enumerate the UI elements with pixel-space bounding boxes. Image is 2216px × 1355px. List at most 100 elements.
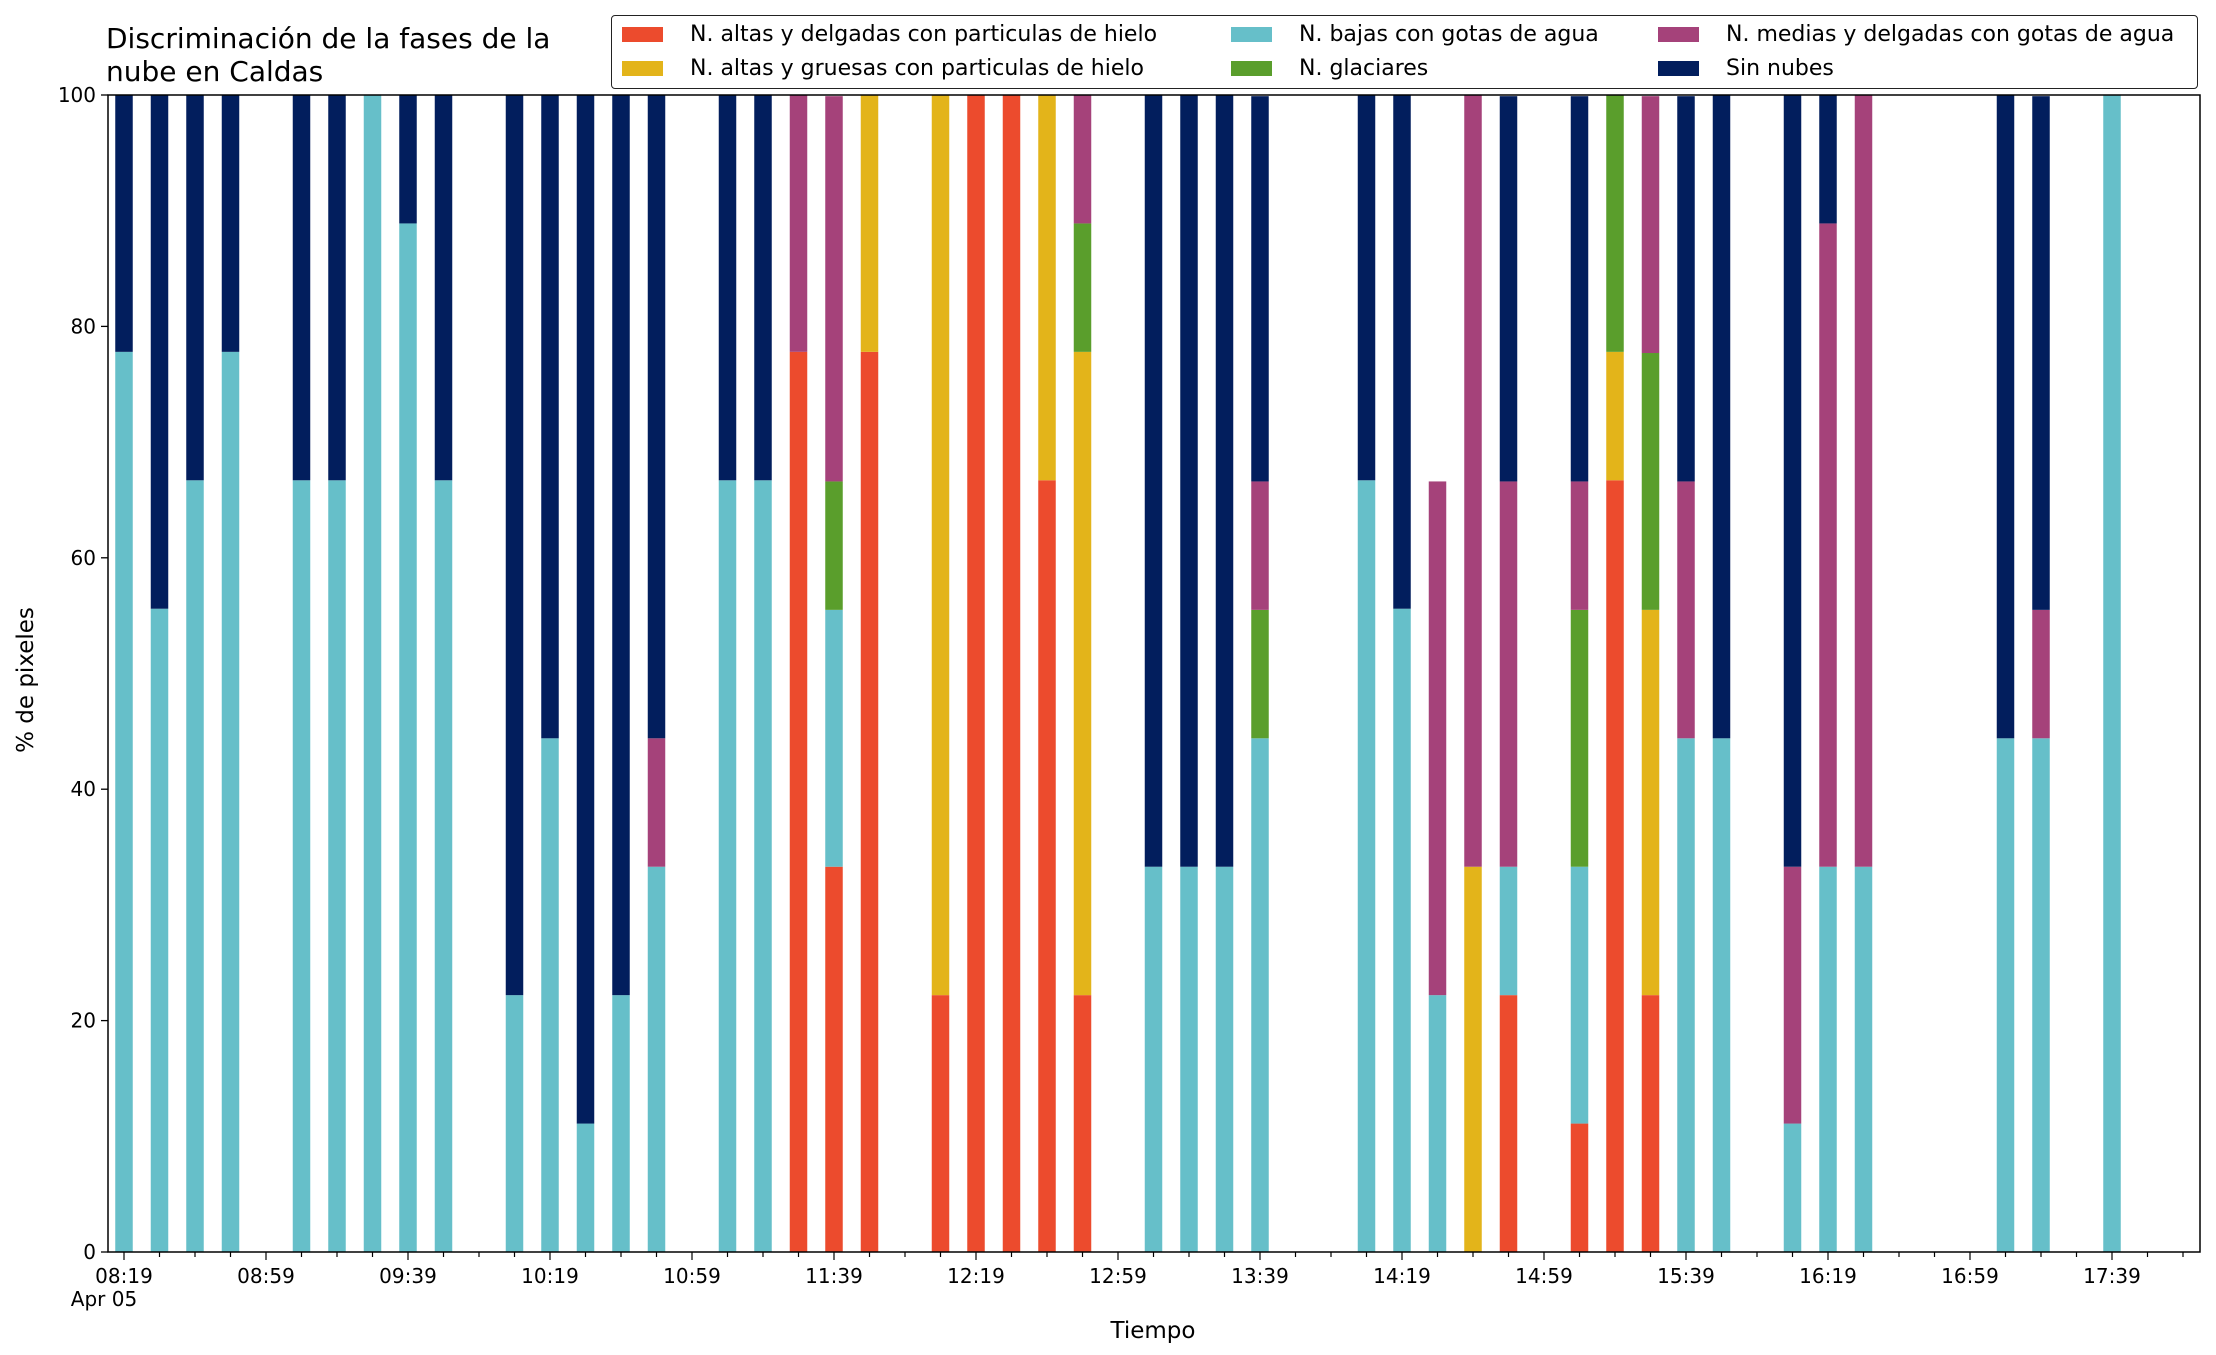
legend-swatch-series-3 <box>1231 61 1272 76</box>
bar-1439-series-4 <box>1464 95 1482 867</box>
bar-1739-series-2 <box>2103 95 2121 1252</box>
bar-1509-series-0 <box>1570 1123 1589 1252</box>
bar-1419-series-5 <box>1393 95 1411 609</box>
bar-1129-series-4 <box>789 95 808 352</box>
x-tick-label-5: 11:39 <box>805 1264 863 1288</box>
bar-0949-series-5 <box>434 95 453 481</box>
x-tick-label-12: 16:19 <box>1799 1264 1857 1288</box>
bar-1419-series-2 <box>1393 608 1411 1252</box>
bar-1429-series-4 <box>1428 481 1447 996</box>
bar-0939-series-5 <box>399 95 417 224</box>
legend-label-series-3: N. glaciares <box>1299 56 1429 81</box>
bar-1509-series-2 <box>1570 866 1589 1124</box>
x-tick-label-9: 14:19 <box>1373 1264 1431 1288</box>
y-tick-label-20: 20 <box>71 1009 96 1033</box>
bar-0909-series-2 <box>292 480 311 1252</box>
x-tick-label-6: 12:19 <box>947 1264 1005 1288</box>
bar-1519-series-0 <box>1606 480 1624 1252</box>
bar-1249-series-0 <box>1073 995 1092 1252</box>
bar-1309-series-2 <box>1144 866 1163 1252</box>
y-tick-label-80: 80 <box>71 314 96 338</box>
bar-1149-series-0 <box>860 351 879 1252</box>
bar-1409-series-2 <box>1357 480 1376 1252</box>
bar-1609-series-2 <box>1783 1123 1802 1252</box>
legend-item-series-2: N. bajas con gotas de agua <box>1231 22 1599 47</box>
legend-swatch-series-0 <box>622 27 663 42</box>
y-tick-label-60: 60 <box>71 546 96 570</box>
bar-0939-series-2 <box>399 223 417 1252</box>
bar-1239-series-1 <box>1038 95 1056 481</box>
bar-1319-series-2 <box>1180 866 1198 1252</box>
bar-0829-series-5 <box>150 95 169 609</box>
bar-1309-series-5 <box>1144 95 1163 867</box>
bar-1039-series-5 <box>612 95 630 996</box>
bar-1009-series-5 <box>505 95 524 996</box>
legend-label-series-1: N. altas y gruesas con particulas de hie… <box>690 56 1144 81</box>
legend-item-series-3: N. glaciares <box>1231 56 1428 81</box>
legend-swatch-series-4 <box>1658 27 1699 42</box>
bar-1449-series-2 <box>1499 866 1518 996</box>
bar-1039-series-2 <box>612 995 630 1252</box>
chart-title: Discriminación de la fases de la nube en… <box>106 22 551 88</box>
bar-1119-series-2 <box>754 480 772 1252</box>
bar-1429-series-2 <box>1428 995 1447 1252</box>
bar-1329-series-5 <box>1215 95 1234 867</box>
bar-1019-series-5 <box>541 95 559 739</box>
bar-1209-series-0 <box>931 995 950 1252</box>
bar-1709-series-2 <box>1996 738 2015 1252</box>
y-tick-label-40: 40 <box>71 777 96 801</box>
bar-1629-series-4 <box>1854 95 1873 867</box>
x-tick-label-8: 13:39 <box>1231 1264 1289 1288</box>
legend-label-series-0: N. altas y delgadas con particulas de hi… <box>690 22 1158 47</box>
bar-1219-series-0 <box>967 95 985 1252</box>
bar-0949-series-2 <box>434 480 453 1252</box>
bar-1139-series-0 <box>825 866 843 1252</box>
x-tick-label-7: 12:59 <box>1089 1264 1147 1288</box>
bar-1629-series-2 <box>1854 866 1873 1252</box>
legend-swatch-series-2 <box>1231 27 1272 42</box>
bar-1509-series-4 <box>1570 481 1589 610</box>
bar-0919-series-5 <box>328 95 346 481</box>
bar-1549-series-2 <box>1712 738 1731 1252</box>
bar-1719-series-2 <box>2032 738 2050 1252</box>
bar-1139-series-2 <box>825 609 843 867</box>
bar-1139-series-4 <box>825 96 843 482</box>
legend-swatch-series-1 <box>622 61 663 76</box>
legend-label-series-2: N. bajas con gotas de agua <box>1299 22 1599 47</box>
bar-1009-series-2 <box>505 995 524 1252</box>
bar-1519-series-1 <box>1606 351 1624 481</box>
bar-1539-series-4 <box>1677 481 1695 739</box>
bar-0909-series-5 <box>292 95 311 481</box>
bar-1049-series-2 <box>647 866 666 1252</box>
bar-1229-series-0 <box>1002 95 1021 1252</box>
bar-0839-series-5 <box>186 95 204 481</box>
bar-1249-series-3 <box>1073 223 1092 352</box>
bar-1719-series-5 <box>2032 96 2050 610</box>
y-tick-label-0: 0 <box>83 1240 96 1264</box>
y-tick-label-100: 100 <box>58 83 96 107</box>
bar-1319-series-5 <box>1180 95 1198 867</box>
bar-1539-series-5 <box>1677 96 1695 482</box>
bar-1049-series-5 <box>647 95 666 739</box>
bar-1139-series-3 <box>825 481 843 610</box>
legend-label-series-4: N. medias y delgadas con gotas de agua <box>1726 22 2175 47</box>
bar-1609-series-4 <box>1783 866 1802 1124</box>
chart-legend: N. altas y delgadas con particulas de hi… <box>611 15 2198 89</box>
x-tick-label-1: 08:59 <box>237 1264 295 1288</box>
legend-swatch-series-5 <box>1658 61 1699 76</box>
bar-1619-series-5 <box>1819 95 1837 224</box>
legend-item-series-1: N. altas y gruesas con particulas de hie… <box>622 56 1144 81</box>
bar-1119-series-5 <box>754 95 772 481</box>
bar-1529-series-1 <box>1641 609 1660 996</box>
bar-1529-series-3 <box>1641 353 1660 610</box>
x-tick-label-3: 10:19 <box>521 1264 579 1288</box>
bar-1539-series-2 <box>1677 738 1695 1252</box>
bar-1449-series-0 <box>1499 995 1518 1252</box>
bar-0829-series-2 <box>150 608 169 1252</box>
x-tick-label-10: 14:59 <box>1515 1264 1573 1288</box>
legend-item-series-4: N. medias y delgadas con gotas de agua <box>1658 22 2174 47</box>
bar-1509-series-5 <box>1570 96 1589 482</box>
bar-1149-series-1 <box>860 95 879 352</box>
bar-1709-series-5 <box>1996 95 2015 739</box>
bar-1549-series-5 <box>1712 95 1731 739</box>
